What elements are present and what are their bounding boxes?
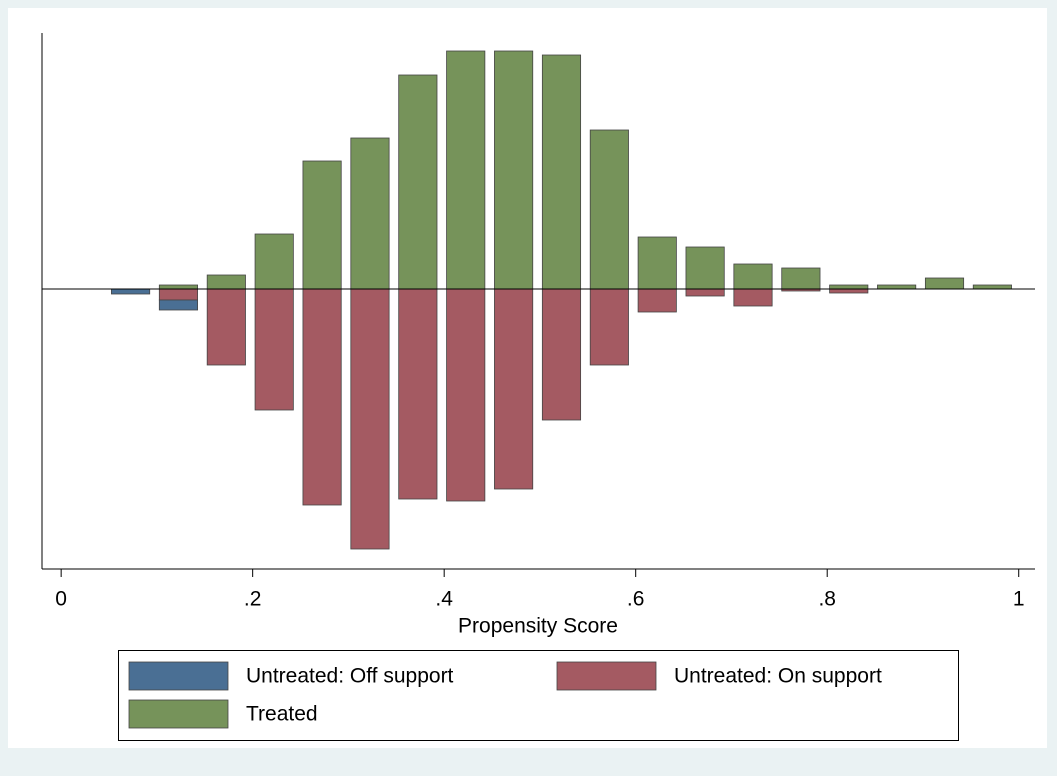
legend-label: Treated [246, 703, 318, 726]
bar [589, 288, 629, 366]
x-tick-label: .6 [627, 588, 645, 611]
legend-swatch [128, 699, 229, 729]
bar [206, 288, 246, 366]
x-axis-title: Propensity Score [458, 615, 618, 638]
bar [158, 284, 199, 290]
bar [541, 288, 582, 421]
bar [254, 288, 294, 411]
bar [254, 233, 294, 290]
bar [446, 50, 486, 290]
bar [494, 288, 534, 490]
x-tick-label: .8 [818, 588, 836, 611]
bar [206, 274, 246, 290]
bar [111, 288, 151, 295]
bar [589, 129, 629, 290]
legend-swatch [128, 661, 229, 691]
bar [924, 277, 965, 290]
bar [829, 288, 869, 294]
bar [781, 267, 821, 290]
bar [637, 288, 677, 313]
bar [302, 160, 342, 290]
bar [541, 54, 582, 290]
bar [877, 284, 917, 290]
x-tick-label: .4 [435, 588, 453, 611]
x-tick-label: .2 [244, 588, 262, 611]
bar [972, 284, 1012, 290]
legend-label: Untreated: Off support [246, 665, 454, 688]
bar [829, 284, 869, 290]
bar [494, 50, 534, 290]
x-tick-label: 1 [1013, 588, 1025, 611]
bar [733, 288, 773, 307]
bar [350, 137, 390, 290]
x-tick-label: 0 [55, 588, 67, 611]
bar [685, 246, 725, 290]
bar [158, 288, 199, 301]
bar [158, 299, 199, 311]
bar [637, 236, 677, 290]
legend-swatch [556, 661, 657, 691]
legend-box [118, 650, 959, 741]
bar [398, 288, 438, 500]
bar [685, 288, 725, 297]
bar [446, 288, 486, 502]
bar [302, 288, 342, 506]
bar [398, 74, 438, 290]
bar [733, 263, 773, 290]
bar [350, 288, 390, 550]
legend-label: Untreated: On support [674, 665, 882, 688]
